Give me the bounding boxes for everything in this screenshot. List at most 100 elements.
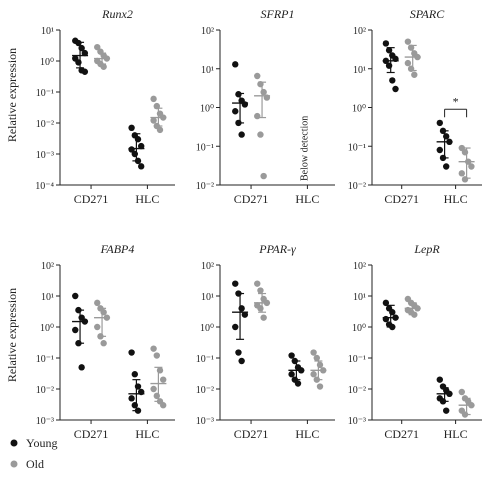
data-point-young — [382, 57, 390, 65]
data-point-old — [150, 95, 157, 103]
data-point-young — [436, 376, 443, 383]
data-point-old — [260, 314, 267, 321]
panel-lepr: LepR 10² 10¹ 10⁰ 10⁻¹ 10⁻² 10⁻³ CD271 HLC — [348, 242, 482, 441]
chart-title: SPARC — [410, 7, 445, 21]
y-tick-label: 10⁰ — [200, 104, 214, 115]
y-tick-label: 10⁻¹ — [36, 88, 54, 99]
data-point-young — [75, 59, 82, 66]
data-point-old — [254, 112, 261, 120]
data-point-old — [461, 149, 469, 156]
y-tick-label: 10¹ — [353, 292, 366, 303]
data-point-old — [414, 53, 421, 61]
data-point-old — [257, 131, 264, 138]
data-point-old — [316, 383, 324, 390]
data-point-old — [254, 280, 261, 287]
data-point-old — [263, 299, 271, 307]
data-point-old — [316, 361, 324, 369]
chart-title: SFRP1 — [261, 7, 295, 21]
data-point-old — [160, 376, 167, 383]
data-point-old — [156, 126, 164, 134]
data-point-young — [72, 292, 79, 300]
data-point-young — [232, 280, 239, 287]
data-point-young — [392, 55, 399, 63]
y-tick-label: 10¹ — [41, 292, 54, 303]
data-point-young — [238, 305, 245, 312]
data-point-old — [153, 352, 160, 359]
data-point-young — [436, 119, 443, 127]
y-tick-label: 10⁰ — [352, 104, 366, 115]
data-point-old — [257, 287, 264, 294]
y-tick-label: 10⁻⁴ — [35, 181, 54, 192]
data-point-young — [75, 39, 82, 47]
data-point-young — [439, 127, 447, 135]
data-point-young — [138, 388, 145, 396]
data-point-young — [138, 163, 145, 170]
data-point-young — [232, 108, 239, 115]
data-point-old — [411, 71, 418, 78]
data-point-old — [313, 354, 320, 362]
data-point-old — [160, 114, 167, 121]
data-point-young — [131, 371, 138, 378]
data-point-old — [461, 176, 469, 183]
significance-star: * — [453, 94, 459, 108]
data-point-old — [150, 345, 157, 352]
data-point-young — [134, 407, 142, 414]
x-tick-label: HLC — [295, 427, 319, 441]
y-tick-label: 10⁻³ — [36, 150, 54, 161]
data-point-young — [72, 326, 79, 334]
y-tick-label: 10⁻³ — [36, 416, 54, 427]
y-tick-label: 10¹ — [353, 65, 366, 76]
data-point-old — [257, 305, 264, 312]
data-point-young — [81, 318, 89, 325]
data-point-young — [81, 49, 89, 57]
below-detection-label: Below detection — [299, 116, 310, 181]
data-point-old — [97, 333, 104, 340]
data-point-old — [260, 172, 267, 180]
y-tick-label: 10⁻² — [348, 385, 366, 396]
x-tick-label: HLC — [135, 427, 159, 441]
panel-sfrp1: SFRP1 10² 10¹ 10⁰ 10⁻¹ 10⁻² CD271 HLC Below dete… — [196, 7, 335, 206]
data-point-old — [100, 309, 107, 316]
x-tick-label: CD271 — [384, 192, 419, 206]
data-point-old — [160, 402, 167, 409]
data-point-old — [461, 411, 469, 418]
data-point-young — [439, 398, 447, 405]
data-point-old — [153, 102, 160, 110]
y-tick-label: 10² — [41, 261, 54, 272]
data-point-young — [288, 352, 295, 359]
data-point-old — [254, 72, 261, 80]
data-point-young — [232, 61, 239, 68]
data-point-old — [94, 323, 101, 331]
data-point-young — [443, 163, 450, 170]
data-point-young — [232, 323, 239, 331]
data-point-old — [103, 314, 111, 321]
data-point-old — [257, 80, 264, 88]
data-point-young — [238, 357, 245, 365]
panel-ppar-: PPAR-γ 10² 10¹ 10⁰ 10⁻¹ 10⁻² 10⁻³ CD271 HLC — [196, 242, 335, 441]
panel-runx2: Runx2 10¹ 10⁰ 10⁻¹ 10⁻² 10⁻³ 10⁻⁴ CD271 HLC — [35, 7, 175, 206]
y-tick-label: 10⁻² — [196, 181, 214, 192]
data-point-old — [407, 65, 415, 72]
y-tick-label: 10⁰ — [40, 323, 54, 334]
y-tick-label: 10⁻² — [196, 385, 214, 396]
data-point-young — [446, 138, 453, 146]
data-point-young — [78, 364, 85, 371]
y-tick-label: 10² — [353, 261, 366, 272]
data-point-young — [78, 44, 85, 52]
chart-title: LepR — [413, 242, 440, 256]
y-tick-label: 10⁰ — [352, 323, 366, 334]
data-point-young — [131, 402, 138, 409]
data-point-young — [235, 119, 242, 127]
data-point-old — [263, 94, 271, 101]
data-point-young — [128, 395, 135, 402]
data-point-old — [414, 305, 421, 312]
data-point-young — [392, 314, 399, 321]
data-point-old — [404, 38, 412, 45]
y-tick-label: 10⁻¹ — [348, 354, 366, 365]
data-point-young — [291, 357, 298, 365]
data-point-young — [385, 47, 393, 54]
x-tick-label: HLC — [295, 192, 319, 206]
x-tick-label: HLC — [444, 427, 468, 441]
data-point-old — [94, 299, 101, 307]
